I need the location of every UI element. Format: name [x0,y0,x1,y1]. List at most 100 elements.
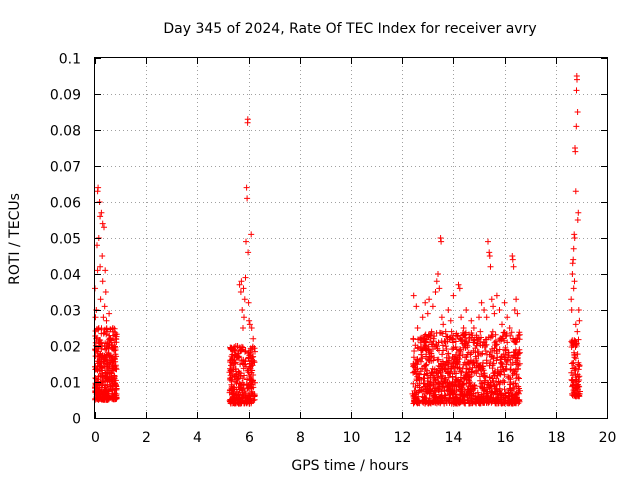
data-point [442,392,449,399]
data-point [481,307,488,313]
y-tick-label: 0.1 [59,52,81,68]
data-point [410,292,417,299]
data-point [419,365,426,372]
data-point [438,373,445,380]
y-axis-label: ROTI / TECUs [7,193,23,285]
data-point [511,352,518,359]
data-point [489,397,496,404]
data-point [111,386,118,392]
data-point [235,350,242,357]
data-point [492,331,499,338]
data-point [490,360,497,367]
data-point [438,238,445,245]
data-point [460,399,467,406]
data-point [453,358,460,365]
data-point [232,343,239,349]
data-point [481,396,487,403]
data-point [515,383,522,390]
data-point [414,356,421,362]
data-point [100,330,107,337]
data-point [496,307,503,313]
data-point [233,368,240,375]
data-point [430,346,436,352]
data-point [465,389,472,396]
y-tick-label: 0.03 [50,304,81,320]
data-point [477,328,484,335]
data-point [104,362,111,369]
data-point [572,355,579,362]
data-point [503,361,510,368]
grid [95,58,607,418]
data-point [492,388,498,395]
y-tick-label: 0.08 [50,124,81,140]
data-point [230,399,237,406]
data-point [463,307,470,313]
data-point [570,342,577,349]
data-point [475,352,482,359]
data-point [430,335,437,342]
data-point [484,397,491,404]
data-point [452,363,459,370]
data-point [113,395,120,401]
data-point [101,303,108,310]
data-point [428,369,435,375]
data-point [443,346,450,352]
data-point [512,397,519,404]
data-point [467,382,474,389]
data-point [449,373,456,380]
data-point [498,354,505,361]
data-point [511,369,518,375]
data-point [457,336,464,343]
data-point [575,307,582,313]
data-point [239,307,246,313]
data-point [571,341,578,348]
data-point [466,371,473,378]
data-point [443,377,449,383]
data-point [510,349,517,355]
data-point [111,347,118,354]
data-point [468,357,474,364]
x-tick-label: 16 [497,430,515,446]
data-point [456,396,463,403]
data-point [240,325,246,331]
data-point [512,359,519,366]
data-point [481,372,488,379]
data-point [92,380,99,387]
data-point [570,285,577,292]
data-point [507,356,514,363]
data-point [100,358,107,365]
data-point [489,333,496,340]
data-point [574,109,581,115]
data-point [575,392,582,399]
data-point [92,375,99,381]
data-point [479,350,486,357]
plot-frame [94,57,608,419]
data-point [468,349,475,356]
data-point [509,372,516,379]
data-point [461,341,468,348]
data-point [516,375,522,382]
data-point [417,346,424,353]
data-point [98,209,105,216]
data-point [463,365,470,372]
data-point [576,317,583,324]
data-point [243,184,250,191]
data-point [486,253,493,259]
data-point [472,353,479,360]
data-point [501,329,508,336]
data-point [417,387,424,394]
data-point [471,382,478,388]
data-point [452,338,459,345]
data-point [94,387,101,394]
data-point [447,317,454,324]
data-point [501,394,508,401]
data-point [425,343,432,350]
data-point [236,354,243,361]
data-point [439,365,446,372]
data-point [575,336,582,343]
data-point [481,344,488,350]
data-point [572,387,579,394]
data-point [512,339,519,346]
data-point [487,334,494,341]
data-point [496,370,503,377]
